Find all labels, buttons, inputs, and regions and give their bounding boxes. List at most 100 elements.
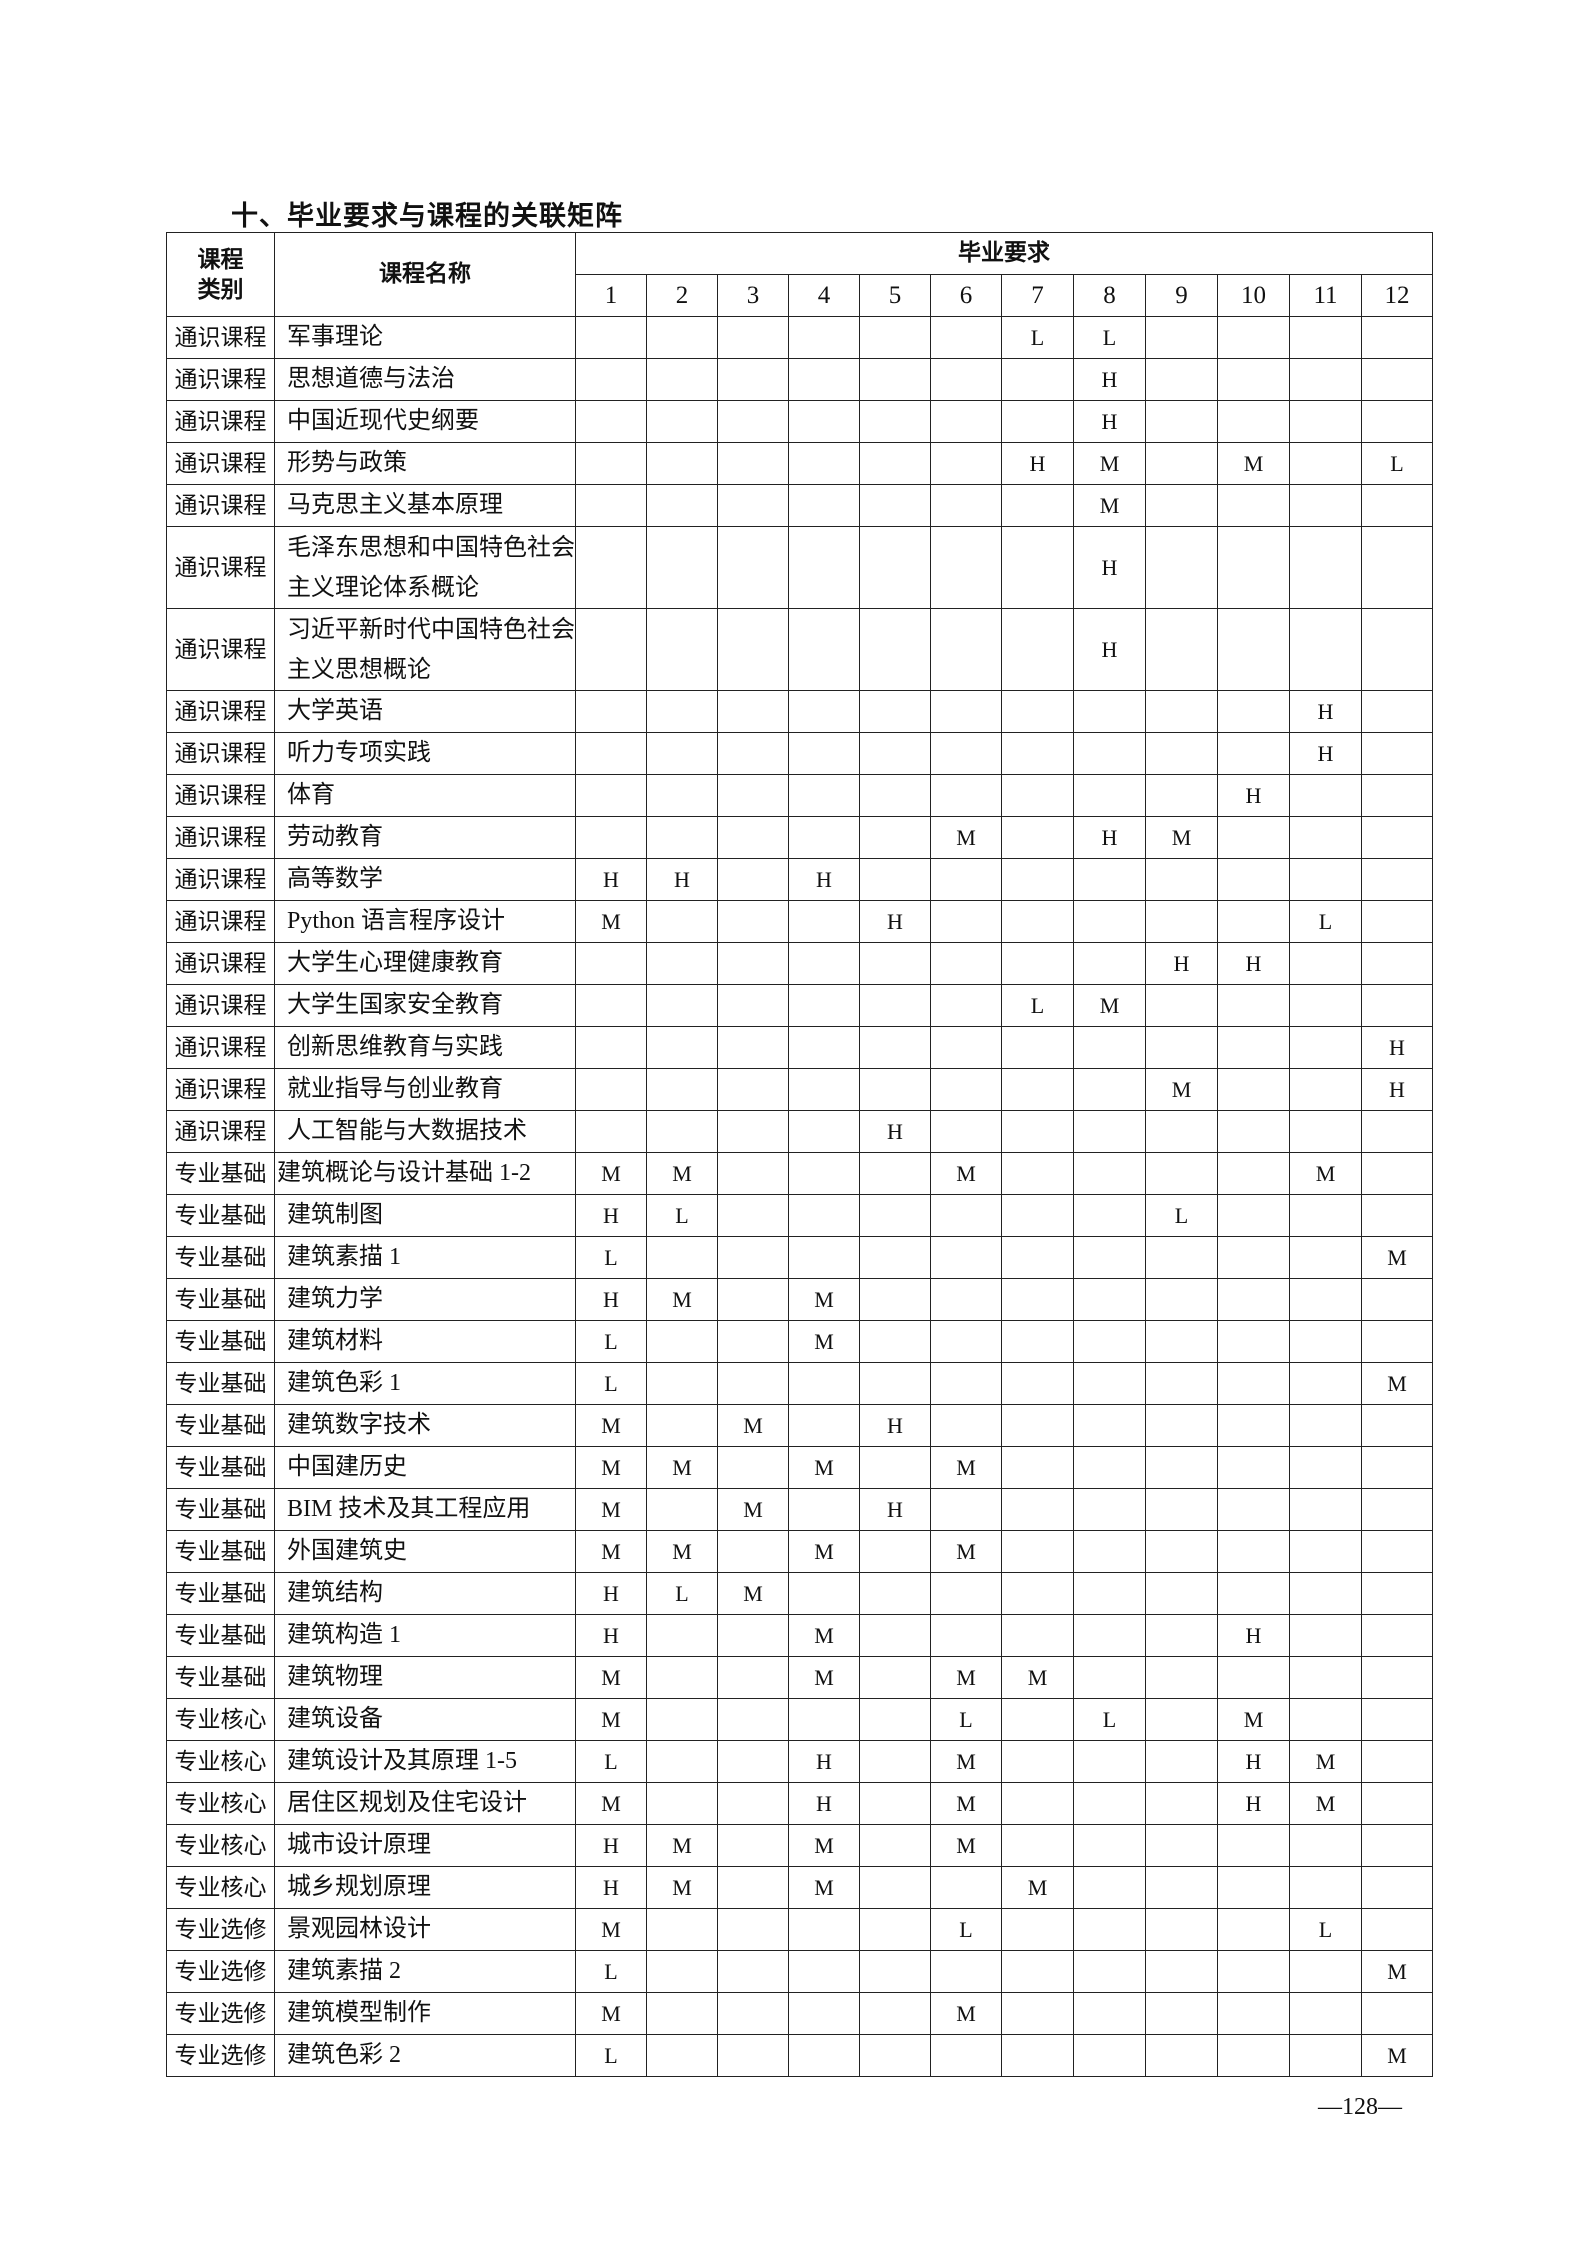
matrix-cell: L	[646, 1194, 718, 1237]
matrix-cell	[646, 1908, 718, 1951]
matrix-cell	[1001, 1992, 1074, 2035]
course-name: 城乡规划原理	[274, 1866, 576, 1909]
matrix-cell	[1145, 316, 1218, 359]
course-category: 专业核心	[166, 1782, 275, 1825]
course-category: 通识课程	[166, 316, 275, 359]
course-category: 专业基础	[166, 1404, 275, 1447]
matrix-cell	[646, 1236, 718, 1279]
matrix-cell: M	[575, 900, 647, 943]
matrix-cell	[1001, 400, 1074, 443]
matrix-cell	[646, 1782, 718, 1825]
matrix-cell	[930, 1362, 1002, 1405]
matrix-cell	[646, 774, 718, 817]
matrix-cell	[788, 900, 860, 943]
matrix-cell	[575, 942, 647, 985]
matrix-cell: M	[575, 1404, 647, 1447]
course-category: 专业核心	[166, 1740, 275, 1783]
matrix-cell: H	[788, 1782, 860, 1825]
matrix-cell	[859, 608, 931, 691]
course-category: 专业基础	[166, 1614, 275, 1657]
matrix-cell	[1145, 1698, 1218, 1741]
matrix-cell: H	[1217, 1740, 1290, 1783]
table-row: 专业基础 外国建筑史 M M M M	[166, 1530, 1433, 1573]
course-category: 专业基础	[166, 1488, 275, 1531]
matrix-cell	[1145, 1740, 1218, 1783]
matrix-cell	[1001, 1782, 1074, 1825]
matrix-cell	[575, 774, 647, 817]
matrix-cell	[1145, 1110, 1218, 1153]
matrix-cell	[646, 1488, 718, 1531]
matrix-cell	[717, 858, 789, 901]
matrix-cell	[788, 400, 860, 443]
requirement-number-11: 11	[1289, 274, 1362, 317]
matrix-cell	[1001, 1068, 1074, 1111]
matrix-cell	[1217, 526, 1290, 609]
matrix-cell	[717, 1362, 789, 1405]
matrix-cell: L	[575, 1236, 647, 1279]
matrix-cell	[788, 984, 860, 1027]
matrix-cell	[1001, 732, 1074, 775]
matrix-cell: L	[1289, 1908, 1362, 1951]
category-header: 课程 类别	[166, 232, 275, 317]
matrix-cell	[930, 1866, 1002, 1909]
course-name: 建筑力学	[274, 1278, 576, 1321]
table-row: 通识课程 高等数学 H H H	[166, 858, 1433, 901]
matrix-cell	[1001, 1698, 1074, 1741]
course-category: 通识课程	[166, 442, 275, 485]
requirement-number-12: 12	[1361, 274, 1433, 317]
matrix-cell	[1145, 1950, 1218, 1993]
matrix-cell	[1001, 1488, 1074, 1531]
course-category: 通识课程	[166, 942, 275, 985]
table-row: 通识课程 劳动教育 M H M	[166, 816, 1433, 859]
course-category: 专业基础	[166, 1278, 275, 1321]
matrix-cell: H	[1361, 1026, 1433, 1069]
matrix-cell	[859, 1362, 931, 1405]
course-category: 通识课程	[166, 526, 275, 609]
matrix-cell	[1361, 1614, 1433, 1657]
course-category: 通识课程	[166, 984, 275, 1027]
course-name: 高等数学	[274, 858, 576, 901]
matrix-cell	[859, 774, 931, 817]
matrix-cell: M	[575, 1698, 647, 1741]
course-category: 专业基础	[166, 1320, 275, 1363]
matrix-cell: M	[788, 1446, 860, 1489]
matrix-cell	[1073, 732, 1146, 775]
matrix-cell	[859, 1950, 931, 1993]
matrix-cell: M	[788, 1530, 860, 1573]
matrix-cell: H	[575, 1866, 647, 1909]
course-category: 专业基础	[166, 1572, 275, 1615]
matrix-cell	[1001, 2034, 1074, 2077]
matrix-cell	[859, 1236, 931, 1279]
course-category: 通识课程	[166, 858, 275, 901]
matrix-cell	[1289, 1866, 1362, 1909]
table-row: 专业基础 中国建历史 M M M M	[166, 1446, 1433, 1489]
matrix-cell	[859, 400, 931, 443]
matrix-cell	[1073, 774, 1146, 817]
matrix-cell	[1289, 1236, 1362, 1279]
matrix-cell	[1001, 1026, 1074, 1069]
matrix-cell	[859, 1824, 931, 1867]
matrix-cell: M	[1145, 816, 1218, 859]
matrix-cell	[1289, 1320, 1362, 1363]
course-category: 通识课程	[166, 358, 275, 401]
matrix-cell	[1001, 358, 1074, 401]
matrix-cell: M	[930, 1824, 1002, 1867]
matrix-cell	[646, 1068, 718, 1111]
table-row: 通识课程 大学英语 H	[166, 690, 1433, 733]
matrix-cell	[1361, 1572, 1433, 1615]
course-category: 通识课程	[166, 900, 275, 943]
matrix-cell	[1289, 1824, 1362, 1867]
matrix-cell	[1073, 1740, 1146, 1783]
matrix-cell	[1145, 1236, 1218, 1279]
matrix-cell: M	[717, 1404, 789, 1447]
matrix-cell	[646, 442, 718, 485]
matrix-cell	[1217, 900, 1290, 943]
matrix-cell	[575, 358, 647, 401]
matrix-cell	[1001, 1278, 1074, 1321]
matrix-cell	[1217, 316, 1290, 359]
requirement-number-row: 1 2 3 4 5 6 7 8 9 10 11 12	[167, 274, 1433, 317]
matrix-cell: M	[575, 1908, 647, 1951]
matrix-cell: M	[788, 1866, 860, 1909]
matrix-cell: M	[575, 1530, 647, 1573]
